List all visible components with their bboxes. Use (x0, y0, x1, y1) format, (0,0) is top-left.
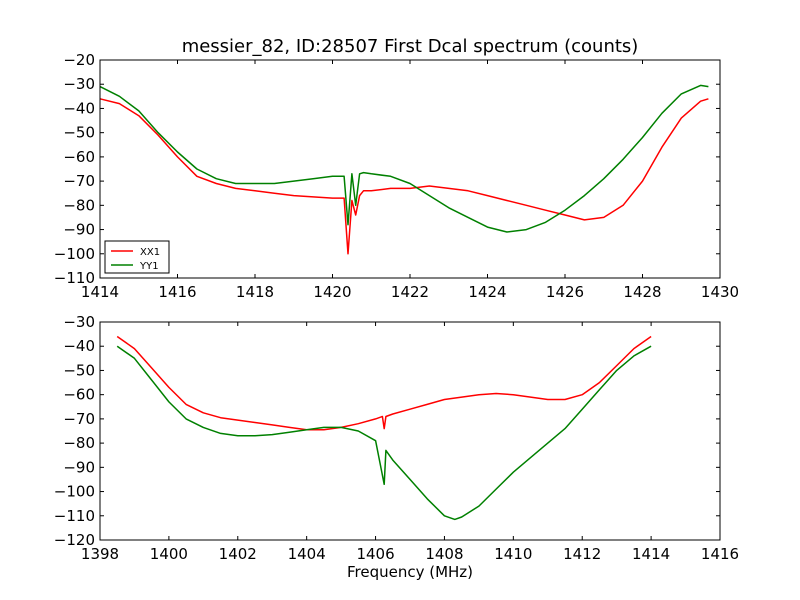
y-tick-label: −110 (54, 269, 95, 287)
x-tick-label: 1414 (81, 283, 119, 301)
legend-label: YY1 (139, 261, 159, 272)
y-tick-label: −50 (63, 361, 95, 379)
x-tick-label: 1420 (313, 283, 351, 301)
y-tick-label: −40 (63, 337, 95, 355)
y-tick-label: −40 (63, 99, 95, 117)
y-tick-label: −80 (63, 434, 95, 452)
y-tick-label: −100 (54, 483, 95, 501)
x-tick-label: 1430 (701, 283, 739, 301)
y-tick-label: −20 (63, 51, 95, 69)
x-tick-label: 1414 (632, 545, 670, 563)
x-tick-label: 1402 (219, 545, 257, 563)
y-tick-label: −60 (63, 148, 95, 166)
y-tick-label: −70 (63, 172, 95, 190)
legend-box (104, 240, 170, 274)
y-tick-label: −90 (63, 221, 95, 239)
y-tick-label: −90 (63, 458, 95, 476)
x-axis-label: Frequency (MHz) (347, 563, 473, 581)
x-tick-label: 1428 (623, 283, 661, 301)
series-line-series-2 (116, 345, 652, 521)
y-tick-label: −110 (54, 507, 95, 525)
x-tick-label: 1406 (356, 545, 394, 563)
x-tick-label: 1404 (288, 545, 326, 563)
x-tick-label: 1416 (701, 545, 739, 563)
series-line-yy1 (99, 84, 709, 233)
chart-title: messier_82, ID:28507 First Dcal spectrum… (182, 36, 639, 57)
x-tick-label: 1418 (236, 283, 274, 301)
x-tick-label: 1422 (391, 283, 429, 301)
x-tick-label: 1412 (563, 545, 601, 563)
x-tick-label: 1410 (494, 545, 532, 563)
top-axes: 1414 1416 1418 1420 1422 1424 1426 1428 1430 −110… (54, 36, 739, 301)
series-line-series-1 (116, 335, 652, 431)
legend-label: XX1 (140, 247, 160, 258)
y-tick-label: −70 (63, 410, 95, 428)
y-tick-label: −50 (63, 124, 95, 142)
y-tick-label: −100 (54, 245, 95, 263)
x-tick-label: 1426 (546, 283, 584, 301)
x-tick-label: 1416 (158, 283, 196, 301)
y-tick-label: −60 (63, 386, 95, 404)
series-line-xx1 (99, 98, 709, 255)
bottom-axes: 1398 1400 1402 1404 1406 1408 1410 1412 1414 1416… (54, 313, 739, 581)
x-tick-label: 1398 (81, 545, 119, 563)
y-tick-label: −80 (63, 196, 95, 214)
x-tick-label: 1408 (425, 545, 463, 563)
x-tick-label: 1400 (150, 545, 188, 563)
x-tick-label: 1424 (468, 283, 506, 301)
y-tick-label: −30 (63, 75, 95, 93)
y-tick-label: −30 (63, 313, 95, 331)
y-tick-label: −120 (54, 531, 95, 549)
axes-frame (99, 321, 721, 541)
